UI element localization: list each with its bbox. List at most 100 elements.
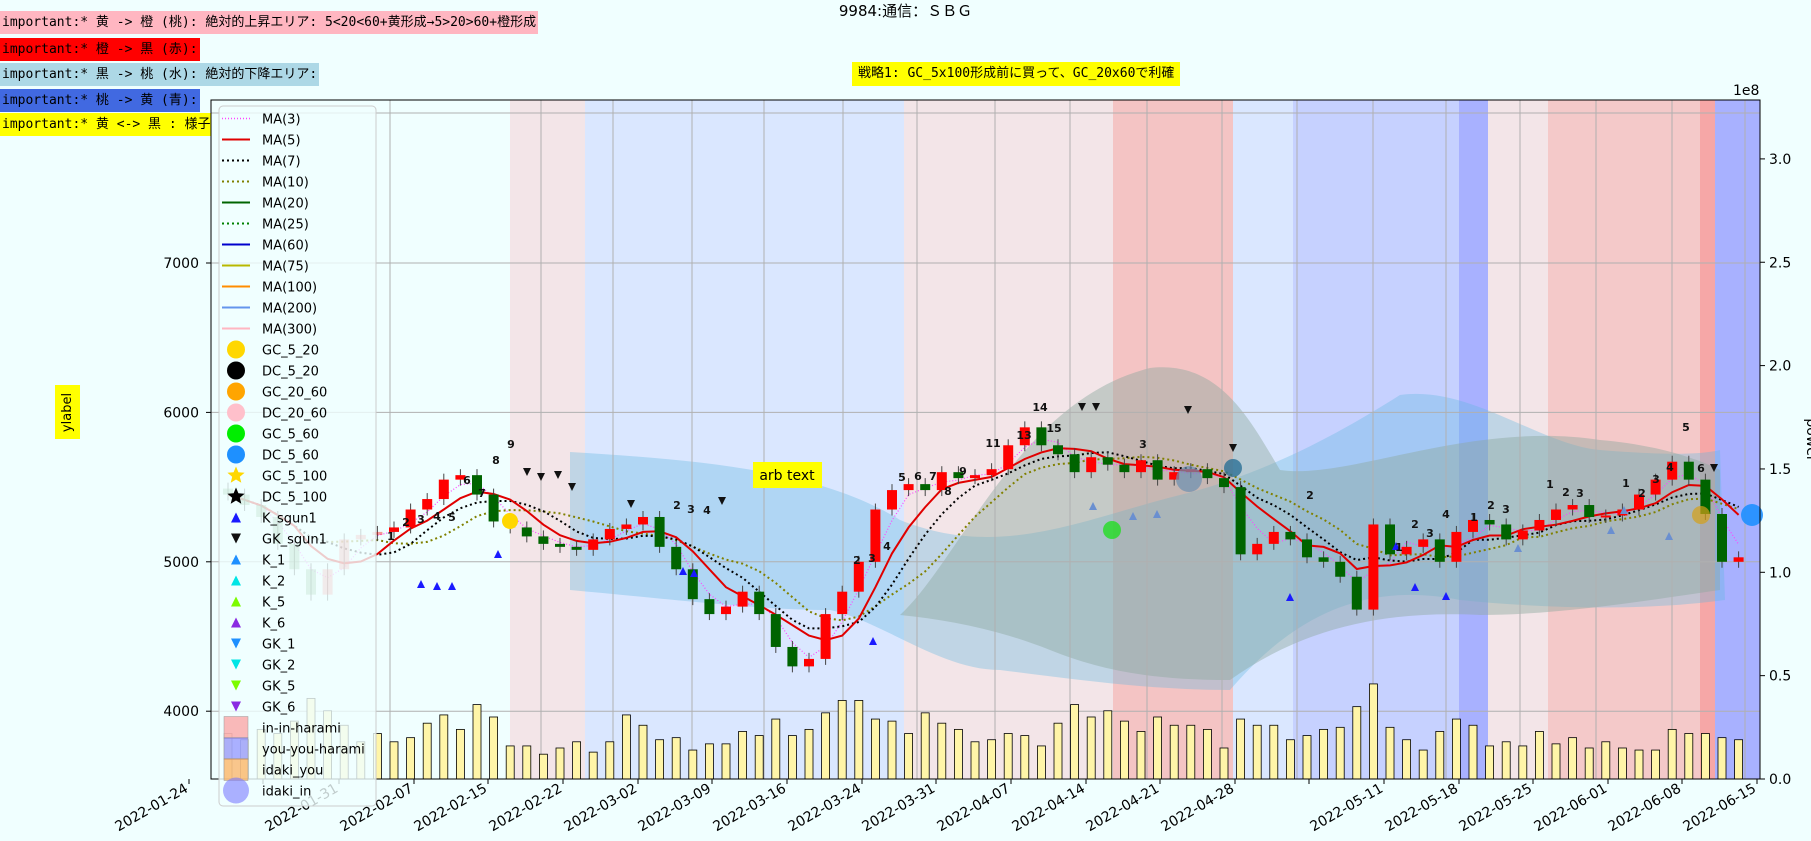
candle-body-65 xyxy=(1285,531,1296,540)
count-label-6: 6 xyxy=(463,474,471,487)
volume-bar-38 xyxy=(837,700,847,780)
legend-item-12-label: GC_5_20 xyxy=(262,344,319,359)
xtick-label-7: 2022-03-09 xyxy=(636,781,714,836)
volume-bar-25 xyxy=(622,714,631,780)
candle-body-25 xyxy=(621,524,632,529)
count-label-27: 1 xyxy=(1395,541,1403,554)
volume-bar-49 xyxy=(1020,735,1030,780)
marker-k-sgun1-8 xyxy=(1286,593,1294,601)
candle-body-66 xyxy=(1302,539,1312,558)
count-label-34: 1 xyxy=(1546,478,1554,491)
candle-body-13 xyxy=(422,499,433,510)
candle-body-81 xyxy=(1551,509,1561,520)
plot-frame xyxy=(210,99,1761,780)
right-axis-multiplier: 1e8 xyxy=(1733,83,1759,99)
signal-markers xyxy=(417,403,1763,645)
volume-bar-33 xyxy=(754,735,764,780)
candle-body-63 xyxy=(1252,543,1263,555)
count-label-4: 4 xyxy=(433,510,441,523)
rtick-label-3: 1.0 xyxy=(1769,565,1791,581)
marker-k-1-5 xyxy=(1620,506,1628,514)
count-label-39: 3 xyxy=(1652,473,1660,486)
count-label-13: 2 xyxy=(853,554,861,567)
count-label-21: 11 xyxy=(985,437,1000,450)
marker-k-sgun1-5 xyxy=(679,567,687,575)
volume-bar-52 xyxy=(1070,704,1079,780)
volume-bar-68 xyxy=(1335,726,1345,780)
annotation-box xyxy=(753,462,822,488)
candle-body-23 xyxy=(588,539,599,550)
note-5: important:* 黄 <-> 黒 : 様子見: xyxy=(0,113,234,136)
xtick-label-13: 2022-04-21 xyxy=(1084,781,1162,836)
candle-body-36 xyxy=(804,658,814,667)
volume-bar-73 xyxy=(1418,749,1428,780)
volume-bar-44 xyxy=(937,722,947,780)
legend-item-5-label: MA(20) xyxy=(262,197,309,212)
volume-bar-13 xyxy=(422,722,432,780)
xtick-label-12: 2022-04-14 xyxy=(1010,781,1089,836)
count-label-33: 3 xyxy=(1502,503,1510,516)
legend-item-3-label: MA(7) xyxy=(262,155,301,170)
candle-body-69 xyxy=(1351,576,1362,610)
legend-item-32-label: idaki_you xyxy=(262,764,323,779)
volume-bar-29 xyxy=(688,749,698,780)
marker-k-sgun1-9 xyxy=(1442,592,1450,600)
marker-k-1-3 xyxy=(1153,510,1161,518)
volume-bar-26 xyxy=(638,724,648,780)
legend-item-8-label: MA(75) xyxy=(262,260,309,275)
volume-bar-75 xyxy=(1452,718,1461,780)
volume-bar-58 xyxy=(1169,724,1179,780)
candle-body-88 xyxy=(1667,461,1678,480)
candle-body-62 xyxy=(1235,487,1246,555)
candle-body-17 xyxy=(488,494,499,522)
candle-body-48 xyxy=(1003,445,1014,470)
count-label-20: 9 xyxy=(959,465,967,478)
marker-gk-sgun1-8 xyxy=(1092,403,1100,411)
legend-item-27-swatch xyxy=(231,659,241,670)
candle-body-82 xyxy=(1567,505,1578,510)
candle-body-16 xyxy=(472,475,482,495)
candle-body-60 xyxy=(1202,469,1213,479)
volume-bar-20 xyxy=(539,753,548,780)
marker-gc-5-60 xyxy=(1103,521,1121,539)
volume-bar-80 xyxy=(1535,731,1544,780)
axis-left: 4000 5000 6000 7000 xyxy=(163,256,211,720)
volume-bar-39 xyxy=(854,700,864,780)
count-label-10: 2 xyxy=(673,499,681,512)
legend-item-4-label: MA(10) xyxy=(262,176,309,191)
volume-bar-79 xyxy=(1518,745,1528,780)
legend-item-18-swatch xyxy=(227,466,245,483)
marker-gk-sgun1-7 xyxy=(1078,403,1086,411)
legend-item-19-swatch xyxy=(227,487,245,504)
volume-bar-28 xyxy=(671,737,681,780)
count-label-11: 3 xyxy=(687,503,695,516)
volume-bar-31 xyxy=(721,743,731,780)
volume-bar-54 xyxy=(1103,710,1113,780)
count-label-35: 2 xyxy=(1562,486,1570,499)
candle-body-10 xyxy=(372,531,383,535)
volume-bar-32 xyxy=(738,731,747,780)
candle-body-42 xyxy=(903,484,914,491)
candle-body-64 xyxy=(1268,531,1279,544)
volume-bar-17 xyxy=(489,716,499,780)
shading-band-8 xyxy=(1459,100,1488,779)
legend-item-25-label: K_6 xyxy=(262,617,285,632)
rtick-label-6: 2.5 xyxy=(1769,255,1791,271)
candle-body-53 xyxy=(1086,457,1097,473)
legend-item-25-swatch xyxy=(231,617,241,628)
count-label-36: 3 xyxy=(1576,487,1584,500)
candle-body-70 xyxy=(1368,524,1379,610)
legend-item-24-swatch xyxy=(231,596,241,607)
legend-item-32-swatch xyxy=(223,758,249,781)
candle-body-20 xyxy=(538,536,549,544)
legend-item-11-label: MA(300) xyxy=(262,323,317,338)
shading-band-3 xyxy=(780,100,904,779)
volume-bar-22 xyxy=(572,741,581,780)
rtick-label-5: 2.0 xyxy=(1769,359,1791,375)
volume-bar-60 xyxy=(1203,728,1212,780)
volume-bar-65 xyxy=(1286,739,1295,780)
candle-body-49 xyxy=(1019,427,1030,446)
volume-bar-89 xyxy=(1684,733,1694,780)
candle-body-22 xyxy=(571,546,582,550)
marker-gk-sgun1-11 xyxy=(1710,464,1718,472)
